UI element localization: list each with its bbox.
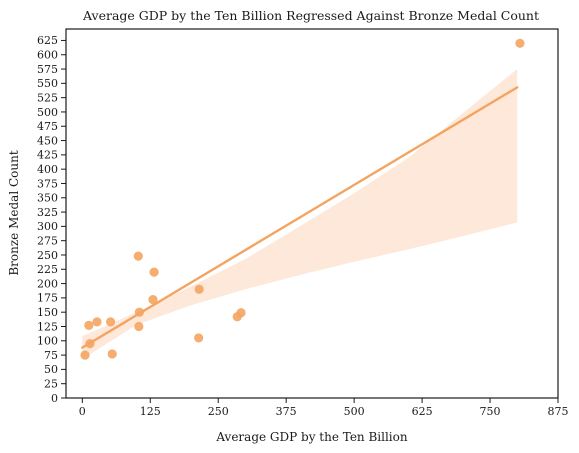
x-tick-label-625: 625 [412,405,433,418]
x-tick-label-125: 125 [140,405,161,418]
y-tick-label-400: 400 [37,163,58,176]
y-tick-label-150: 150 [37,306,58,319]
y-tick-label-200: 200 [37,277,58,290]
y-tick-label-625: 625 [37,34,58,47]
confidence-band-layer [82,69,518,360]
y-axis-label: Bronze Medal Count [7,150,21,275]
scatter-points-layer [80,38,525,360]
regression-line-layer [81,86,519,349]
y-tick-label-25: 25 [44,377,58,390]
y-tick-label-425: 425 [37,149,58,162]
y-tick-label-225: 225 [37,263,58,276]
x-axis-label: Average GDP by the Ten Billion [215,430,407,444]
y-tick-label-100: 100 [37,335,58,348]
data-point-14 [236,308,246,318]
y-tick-label-300: 300 [37,220,58,233]
y-tick-label-375: 375 [37,177,58,190]
y-tick-label-475: 475 [37,120,58,133]
x-tick-label-875: 875 [548,405,569,418]
confidence-band [82,69,518,360]
y-tick-label-550: 550 [37,77,58,90]
y-tick-label-575: 575 [37,63,58,76]
data-point-1 [84,320,94,330]
x-tick-label-375: 375 [276,405,297,418]
data-point-7 [134,321,144,332]
y-tick-label-525: 525 [37,91,58,104]
data-point-0 [80,350,90,360]
chart-title: Average GDP by the Ten Billion Regressed… [82,8,539,23]
data-point-2 [85,339,95,349]
regression-line [81,86,519,349]
y-tick-label-250: 250 [37,249,58,262]
x-tick-label-0: 0 [79,405,86,418]
y-tick-label-75: 75 [44,349,58,362]
y-tick-label-450: 450 [37,134,58,147]
y-tick-label-0: 0 [51,392,58,405]
data-point-6 [133,251,143,261]
y-tick-label-50: 50 [44,363,58,376]
x-axis-ticks: 0 125 250 375 500 625 750 875 [79,398,569,418]
x-tick-label-500: 500 [344,405,365,418]
x-tick-label-250: 250 [208,405,229,418]
plot-frame [65,28,559,399]
data-point-8 [134,307,144,317]
y-tick-label-125: 125 [37,320,58,333]
y-tick-label-275: 275 [37,234,58,247]
y-tick-label-325: 325 [37,206,58,219]
data-point-15 [515,38,525,48]
data-point-9 [148,295,158,305]
y-tick-label-350: 350 [37,192,58,205]
data-point-5 [107,349,117,359]
data-point-10 [149,267,159,277]
data-point-11 [194,333,204,343]
data-point-3 [92,317,102,327]
x-tick-label-750: 750 [480,405,501,418]
data-point-12 [194,284,204,294]
y-tick-label-175: 175 [37,292,58,305]
data-point-4 [105,317,116,327]
y-tick-label-500: 500 [37,106,58,119]
y-tick-label-600: 600 [37,49,58,62]
